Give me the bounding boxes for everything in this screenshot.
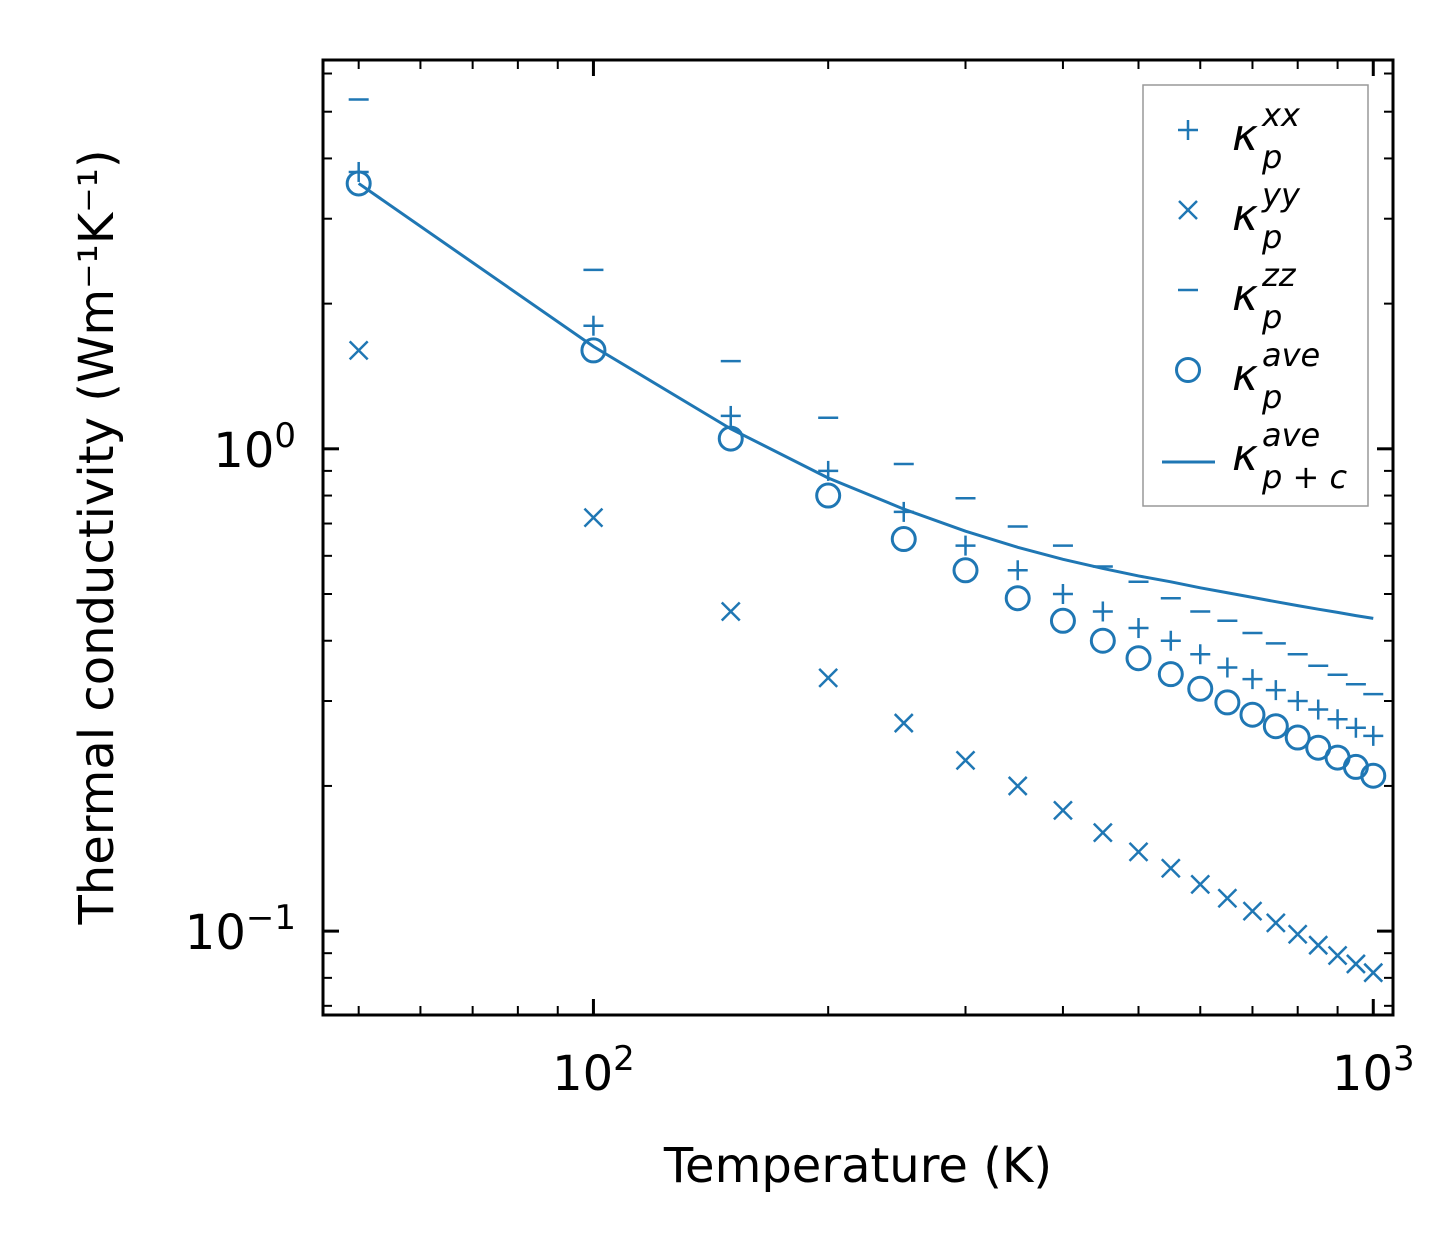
- legend-label: κ: [1232, 190, 1258, 241]
- y-axis-label: Thermal conductivity (Wm⁻¹K⁻¹): [69, 149, 125, 925]
- data-point-kyy: [1092, 822, 1113, 843]
- data-point-kave: [580, 337, 607, 364]
- legend-subscript: p + c: [1261, 458, 1347, 496]
- legend-subscript: p: [1261, 138, 1282, 176]
- data-point-kyy: [720, 601, 741, 622]
- data-point-kave: [1262, 713, 1289, 740]
- legend-box: [1142, 84, 1369, 507]
- data-point-kxx: [955, 535, 976, 556]
- data-point-kyy: [1190, 874, 1211, 895]
- series-kave_pc: [357, 182, 1374, 620]
- legend-swatch: [1178, 200, 1198, 220]
- data-point-kxx: [1327, 709, 1348, 730]
- data-point-kxx: [1265, 680, 1286, 701]
- axis-ticks: [323, 60, 1393, 1015]
- legend-entry-kxx: κ xx p: [1178, 96, 1301, 176]
- data-point-kave: [1214, 689, 1241, 716]
- legend-entry-kzz: κ zz p: [1178, 256, 1297, 336]
- series-kzz: [348, 98, 1384, 696]
- data-point-kxx: [1217, 657, 1238, 678]
- data-point-kave: [890, 526, 917, 553]
- data-point-kave: [1284, 724, 1311, 751]
- data-point-kave: [717, 425, 744, 452]
- data-point-kxx: [1363, 725, 1384, 746]
- legend-superscript: yy: [1261, 176, 1301, 214]
- data-point-kyy: [1287, 924, 1308, 945]
- legend-subscript: p: [1261, 298, 1282, 336]
- legend-label: κ: [1232, 270, 1258, 321]
- data-point-kxx: [1092, 601, 1113, 622]
- data-point-kave: [1004, 585, 1031, 612]
- series-kyy: [348, 340, 1384, 983]
- data-point-kave: [1239, 701, 1266, 728]
- legend-subscript: p: [1261, 218, 1282, 256]
- data-point-kave: [1157, 661, 1184, 688]
- data-point-kyy: [1242, 901, 1263, 922]
- data-point-kyy: [1128, 841, 1149, 862]
- data-point-kyy: [1007, 776, 1028, 796]
- data-point-kyy: [348, 340, 369, 361]
- legend-subscript: p: [1261, 378, 1282, 416]
- data-point-kave: [1049, 607, 1076, 634]
- data-point-kyy: [1053, 800, 1073, 821]
- series-kave: [345, 170, 1387, 789]
- data-point-kxx: [1190, 644, 1211, 665]
- legend-superscript: ave: [1262, 336, 1320, 374]
- axes-frame: [321, 58, 1395, 1017]
- legend-label: κ: [1232, 110, 1258, 161]
- data-point-kxx: [720, 405, 741, 426]
- data-point-kave: [1187, 675, 1214, 702]
- x-tick-label: 102: [552, 1039, 635, 1102]
- tick-labels: 102 103 10−1 100: [185, 416, 1415, 1102]
- legend-swatch: [1175, 357, 1201, 383]
- data-point-kave: [952, 557, 979, 584]
- plot-area: [345, 98, 1387, 983]
- data-point-kyy: [1217, 888, 1238, 909]
- legend-superscript: zz: [1261, 256, 1297, 294]
- data-point-kyy: [1363, 962, 1384, 983]
- data-point-kave: [1089, 627, 1116, 654]
- data-point-kxx: [1242, 669, 1263, 690]
- data-point-kave: [1360, 762, 1387, 789]
- x-axis-label: Temperature (K): [663, 1138, 1052, 1194]
- data-point-kyy: [1265, 913, 1286, 933]
- data-point-kxx: [1052, 584, 1073, 605]
- data-point-kxx: [583, 315, 604, 336]
- x-tick-label: 103: [1332, 1039, 1415, 1102]
- legend-entry-kave_pc: κ ave p + c: [1162, 416, 1347, 496]
- y-tick-label: 10−1: [185, 898, 296, 961]
- legend-superscript: ave: [1262, 416, 1320, 454]
- data-point-kyy: [1346, 954, 1366, 974]
- series-line-kave_pc: [357, 182, 1374, 620]
- y-tick-label: 100: [213, 416, 296, 479]
- legend-label: κ: [1232, 430, 1258, 481]
- legend-entry-kave: κ ave p: [1175, 336, 1320, 416]
- data-point-kyy: [1160, 858, 1181, 879]
- legend-label: κ: [1232, 350, 1258, 401]
- data-point-kyy: [583, 507, 604, 528]
- data-point-kxx: [1345, 717, 1366, 738]
- data-point-kyy: [893, 713, 914, 733]
- data-point-kave: [345, 170, 372, 197]
- data-point-kxx: [1128, 618, 1149, 639]
- data-point-kyy: [1327, 945, 1348, 966]
- legend-swatch: [1178, 120, 1198, 140]
- series-kxx: [348, 161, 1384, 746]
- data-point-kyy: [818, 668, 839, 688]
- data-point-kxx: [1308, 699, 1329, 720]
- data-point-kxx: [1287, 691, 1308, 712]
- data-point-kxx: [1160, 630, 1181, 651]
- data-point-kave: [815, 482, 842, 509]
- legend-superscript: xx: [1261, 96, 1301, 134]
- data-point-kave: [1125, 645, 1152, 672]
- data-point-kyy: [955, 750, 976, 771]
- data-point-kyy: [1308, 935, 1329, 956]
- data-point-kxx: [1007, 560, 1028, 581]
- legend-entry-kyy: κ yy p: [1178, 176, 1301, 256]
